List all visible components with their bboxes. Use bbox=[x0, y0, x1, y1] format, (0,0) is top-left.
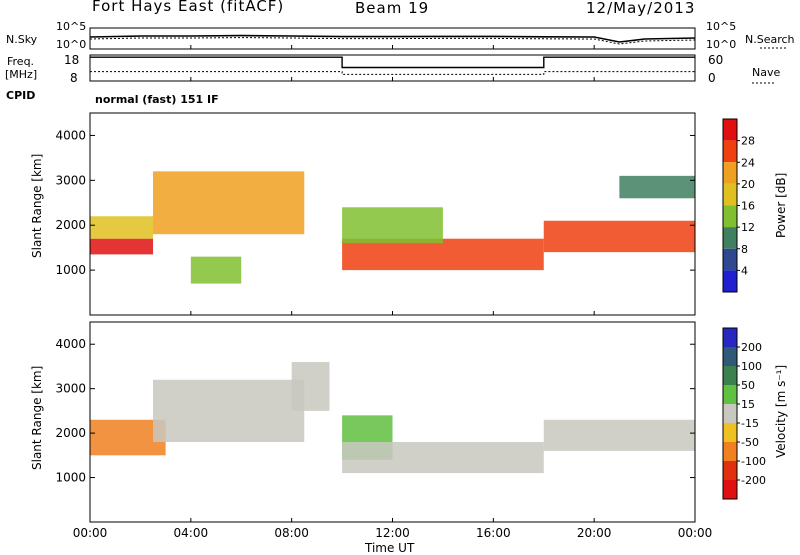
xtick-label-0: 00:00 bbox=[73, 526, 108, 540]
nsky-label: N.Sky bbox=[6, 33, 38, 46]
velocity-ylabel: Slant Range [km] bbox=[30, 365, 44, 470]
power-colorbar-tick-label-4: 12 bbox=[741, 221, 755, 234]
power-colorbar-cell-0 bbox=[723, 119, 737, 141]
velocity-colorbar-tick-label-2: 50 bbox=[741, 379, 755, 392]
nsearch-label: N.Search bbox=[745, 33, 795, 46]
noise-right-bottom: 10^0 bbox=[706, 38, 737, 51]
power-echo-region-4 bbox=[342, 238, 544, 271]
velocity-colorbar-cell-2 bbox=[723, 366, 737, 385]
power-colorbar-tick-label-0: 28 bbox=[741, 135, 755, 148]
velocity-colorbar-tick-label-1: 100 bbox=[741, 360, 762, 373]
power-colorbar-label: Power [dB] bbox=[774, 172, 788, 238]
freq-left-bottom: 8 bbox=[70, 71, 78, 85]
power-colorbar-tick-label-5: 8 bbox=[741, 243, 748, 256]
power-echo-region-7 bbox=[619, 175, 695, 199]
power-colorbar-cell-3 bbox=[723, 183, 737, 206]
velocity-colorbar-tick-label-4: -15 bbox=[741, 417, 759, 430]
noise-series-0 bbox=[89, 34, 696, 43]
freq-right-top: 60 bbox=[708, 53, 724, 67]
power-colorbar-tick-label-6: 4 bbox=[741, 264, 748, 277]
power-echo-region-1 bbox=[90, 216, 154, 239]
velocity-echo-region-1 bbox=[153, 379, 305, 442]
time-xlabel: Time UT bbox=[365, 541, 415, 555]
freq-right-bottom: 0 bbox=[708, 71, 716, 85]
noise-right-top: 10^5 bbox=[706, 20, 737, 33]
power-colorbar-tick-label-2: 20 bbox=[741, 178, 755, 191]
power-ytick-label-3000: 3000 bbox=[55, 173, 86, 187]
xtick-label-6: 00:00 bbox=[678, 526, 713, 540]
cpid-label: CPID bbox=[6, 89, 36, 102]
freq-unit-label: [MHz] bbox=[5, 68, 38, 81]
velocity-echo-region-5 bbox=[543, 419, 695, 451]
velocity-ytick-label-3000: 3000 bbox=[55, 382, 86, 396]
date-title: 12/May/2013 bbox=[586, 0, 696, 17]
freq-label: Freq. bbox=[7, 55, 35, 68]
velocity-ytick-label-1000: 1000 bbox=[55, 471, 86, 485]
xtick-label-3: 12:00 bbox=[375, 526, 410, 540]
power-colorbar-cell-1 bbox=[723, 140, 737, 163]
velocity-colorbar-cell-7 bbox=[723, 461, 737, 480]
power-echo-region-0 bbox=[90, 238, 154, 255]
xtick-label-2: 08:00 bbox=[274, 526, 309, 540]
power-echo-region-6 bbox=[543, 220, 695, 253]
power-colorbar-tick-label-1: 24 bbox=[741, 156, 755, 169]
power-echo-region-5 bbox=[342, 207, 443, 244]
power-colorbar-cell-4 bbox=[723, 205, 737, 228]
beam-title: Beam 19 bbox=[355, 0, 430, 17]
velocity-ytick-label-4000: 4000 bbox=[55, 337, 86, 351]
velocity-colorbar-cell-5 bbox=[723, 423, 737, 442]
power-ytick-label-1000: 1000 bbox=[55, 263, 86, 277]
freq-series-0 bbox=[90, 56, 695, 69]
power-colorbar-cell-5 bbox=[723, 227, 737, 249]
power-ytick-label-2000: 2000 bbox=[55, 218, 86, 232]
station-title: Fort Hays East (fitACF) bbox=[92, 0, 285, 15]
power-colorbar-cell-7 bbox=[723, 270, 737, 292]
power-ytick-label-4000: 4000 bbox=[55, 128, 86, 142]
power-colorbar-cell-2 bbox=[723, 162, 737, 184]
velocity-colorbar-tick-label-5: -50 bbox=[741, 436, 759, 449]
power-colorbar-tick-label-3: 16 bbox=[741, 200, 755, 213]
xtick-label-1: 04:00 bbox=[174, 526, 209, 540]
noise-series-1 bbox=[89, 37, 696, 45]
cpid-value: normal (fast) 151 IF bbox=[95, 93, 219, 106]
velocity-colorbar-frame bbox=[722, 327, 738, 500]
velocity-ytick-label-2000: 2000 bbox=[55, 426, 86, 440]
noise-left-bottom: 10^0 bbox=[56, 38, 87, 51]
noise-left-top: 10^5 bbox=[56, 20, 87, 33]
power-colorbar-cell-6 bbox=[723, 248, 737, 271]
velocity-colorbar-cell-4 bbox=[723, 404, 737, 423]
xtick-label-4: 16:00 bbox=[476, 526, 511, 540]
velocity-echo-region-4 bbox=[342, 442, 544, 474]
power-ylabel: Slant Range [km] bbox=[30, 153, 44, 258]
xtick-label-5: 20:00 bbox=[577, 526, 612, 540]
velocity-colorbar-cell-8 bbox=[723, 480, 737, 499]
freq-series-1 bbox=[90, 71, 695, 75]
velocity-colorbar-cell-1 bbox=[723, 347, 737, 366]
velocity-colorbar-cell-6 bbox=[723, 442, 737, 461]
velocity-colorbar-tick-label-3: 15 bbox=[741, 398, 755, 411]
velocity-colorbar-tick-label-6: -100 bbox=[741, 455, 766, 468]
velocity-colorbar-label: Velocity [m s⁻¹] bbox=[774, 364, 788, 458]
velocity-colorbar-tick-label-0: 200 bbox=[741, 341, 762, 354]
nave-label: Nave bbox=[752, 66, 781, 79]
power-echo-region-2 bbox=[153, 171, 305, 235]
velocity-colorbar-tick-label-7: -200 bbox=[741, 474, 766, 487]
velocity-colorbar-cell-3 bbox=[723, 385, 737, 404]
freq-left-top: 18 bbox=[64, 53, 80, 67]
velocity-echo-region-2 bbox=[291, 362, 330, 411]
velocity-colorbar-cell-0 bbox=[723, 328, 737, 347]
power-echo-region-3 bbox=[190, 256, 242, 284]
